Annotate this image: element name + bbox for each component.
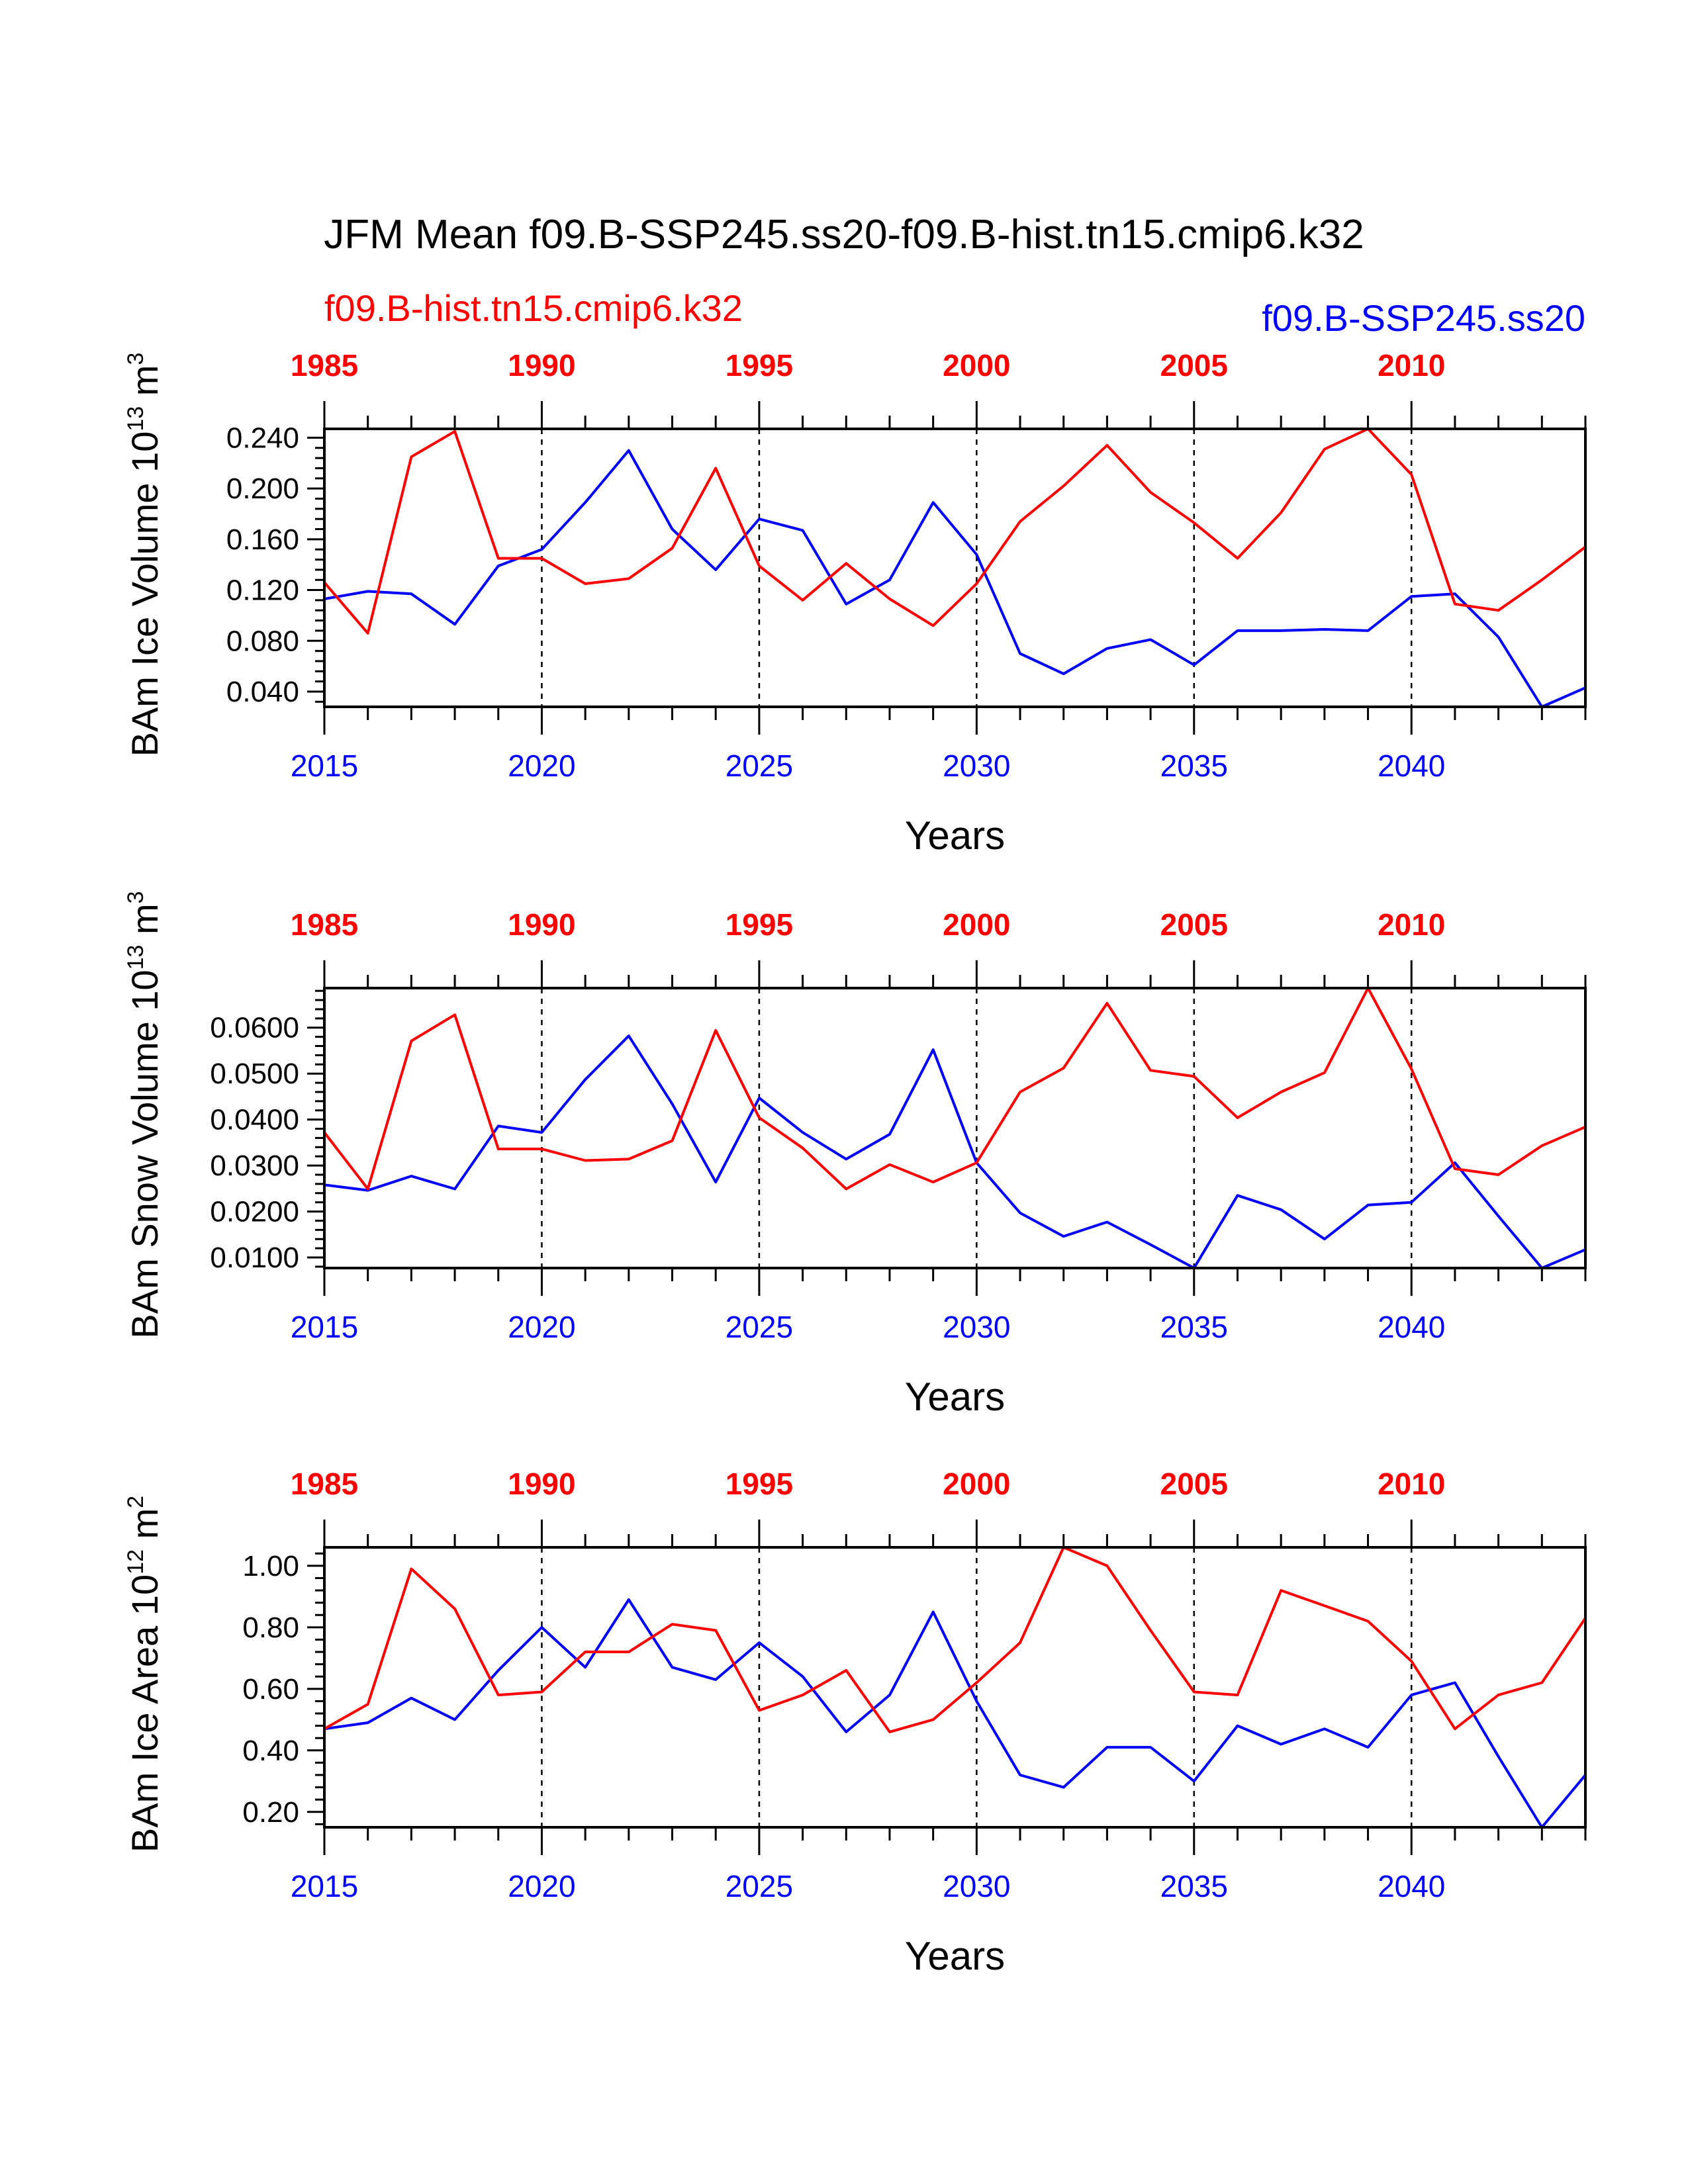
x-tick-label-bottom: 2030	[943, 1310, 1010, 1344]
x-tick-label-bottom: 2025	[726, 1869, 793, 1903]
x-tick-label-bottom: 2015	[291, 749, 358, 783]
y-tick-label: 0.0600	[210, 1012, 299, 1044]
y-tick-label: 0.40	[242, 1735, 299, 1767]
x-tick-label-bottom: 2025	[726, 1310, 793, 1344]
y-tick-label: 0.80	[242, 1612, 299, 1644]
y-axis-label: BAm Snow Volume 1013 m3	[123, 891, 165, 1338]
x-tick-label-top: 1985	[291, 1467, 358, 1501]
x-tick-label-top: 2010	[1378, 1467, 1445, 1501]
y-tick-label: 0.0100	[210, 1242, 299, 1274]
plot-frame	[323, 428, 1587, 708]
y-tick-label: 1.00	[242, 1550, 299, 1582]
panel-1: 0.040 0.080 0.120 0.160 0.200 0.240 2015 1985 20…	[123, 348, 1587, 858]
y-tick-label: 0.0400	[210, 1104, 299, 1136]
x-tick-label-top: 1990	[508, 907, 575, 942]
x-tick-label-top: 2000	[943, 907, 1010, 942]
series-line-hist	[323, 428, 1587, 635]
y-axis-label: BAm Ice Volume 1013 m3	[123, 353, 165, 757]
x-tick-label-bottom: 2035	[1160, 749, 1228, 783]
panel-3: 0.20 0.40 0.60 0.80 1.00 2015 1985 2020 1990 2025…	[123, 1467, 1587, 1978]
y-tick-label: 0.120	[226, 574, 299, 607]
y-tick-label: 0.200	[226, 473, 299, 505]
x-tick-label-bottom: 2015	[291, 1310, 358, 1344]
x-tick-label-top: 2005	[1160, 1467, 1228, 1501]
x-axis-label: Years	[905, 1934, 1005, 1978]
x-axis-label: Years	[905, 813, 1005, 858]
x-tick-label-bottom: 2040	[1378, 1869, 1445, 1903]
x-tick-label-top: 1990	[508, 348, 575, 383]
x-axis-label: Years	[905, 1375, 1005, 1419]
y-tick-label: 0.0300	[210, 1150, 299, 1182]
legend-ssp: f09.B-SSP245.ss20	[1262, 297, 1585, 339]
series-line-ssp	[324, 1034, 1586, 1269]
x-tick-label-top: 1995	[726, 348, 793, 383]
x-tick-label-bottom: 2020	[508, 1310, 575, 1344]
x-tick-label-top: 1995	[726, 907, 793, 942]
y-tick-label: 0.040	[226, 676, 299, 708]
x-tick-label-top: 2000	[943, 1467, 1010, 1501]
y-tick-label: 0.0500	[210, 1058, 299, 1090]
series-line-ssp	[324, 449, 1586, 708]
y-tick-label: 0.080	[226, 625, 299, 657]
y-tick-label: 0.20	[242, 1796, 299, 1829]
x-tick-label-top: 1995	[726, 1467, 793, 1501]
x-tick-label-top: 2000	[943, 348, 1010, 383]
x-tick-label-bottom: 2030	[943, 749, 1010, 783]
x-tick-label-top: 2010	[1378, 907, 1445, 942]
y-tick-label: 0.240	[226, 422, 299, 454]
x-tick-label-bottom: 2035	[1160, 1310, 1228, 1344]
x-tick-label-bottom: 2030	[943, 1869, 1010, 1903]
y-tick-label: 0.0200	[210, 1196, 299, 1228]
series-line-hist	[324, 1546, 1587, 1733]
x-tick-label-bottom: 2035	[1160, 1869, 1228, 1903]
chart-panels: 0.040 0.080 0.120 0.160 0.200 0.240 2015 1985 20…	[123, 348, 1587, 1978]
x-tick-label-bottom: 2015	[291, 1869, 358, 1903]
y-axis-label: BAm Ice Area 1012 m2	[123, 1496, 165, 1852]
chart-title: JFM Mean f09.B-SSP245.ss20-f09.B-hist.tn…	[324, 212, 1364, 257]
x-tick-label-bottom: 2040	[1378, 1310, 1445, 1344]
series-line-hist	[323, 987, 1586, 1191]
x-tick-label-top: 1985	[291, 907, 358, 942]
x-tick-label-top: 1990	[508, 1467, 575, 1501]
x-tick-label-top: 2005	[1160, 348, 1228, 383]
legend-hist: f09.B-hist.tn15.cmip6.k32	[324, 287, 743, 329]
plot-frame	[323, 1546, 1587, 1829]
x-tick-label-bottom: 2020	[508, 749, 575, 783]
x-tick-label-bottom: 2025	[726, 749, 793, 783]
panel-2: 0.0100 0.0200 0.0300 0.0400 0.0500 0.0600 2015…	[123, 891, 1587, 1419]
y-tick-label: 0.60	[242, 1673, 299, 1706]
x-tick-label-top: 2005	[1160, 907, 1228, 942]
x-tick-label-bottom: 2040	[1378, 749, 1445, 783]
x-tick-label-bottom: 2020	[508, 1869, 575, 1903]
x-tick-label-top: 2010	[1378, 348, 1445, 383]
series-line-ssp	[324, 1598, 1587, 1829]
x-tick-label-top: 1985	[291, 348, 358, 383]
plot-frame	[323, 987, 1587, 1269]
y-tick-label: 0.160	[226, 523, 299, 556]
